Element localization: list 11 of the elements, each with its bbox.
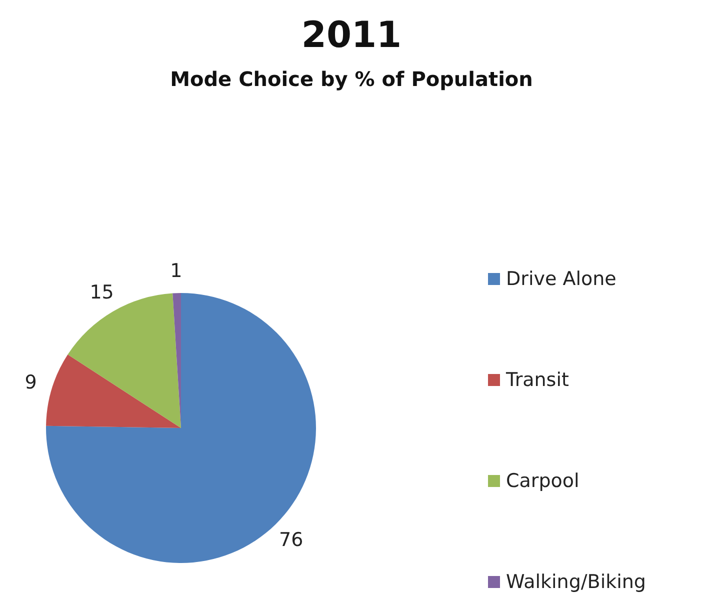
chart-title: 2011 [300,14,403,58]
pie-slice [46,354,181,428]
chart-subtitle: Mode Choice by % of Population [169,66,534,93]
legend-label: Drive Alone [506,268,616,290]
data-label: 1 [170,260,182,282]
legend-label: Walking/Biking [506,570,646,592]
data-label: 9 [24,371,37,394]
legend-label: Transit [506,368,569,390]
data-label: 76 [279,528,304,551]
legend-label: Carpool [506,470,580,492]
data-label: 15 [90,281,114,304]
